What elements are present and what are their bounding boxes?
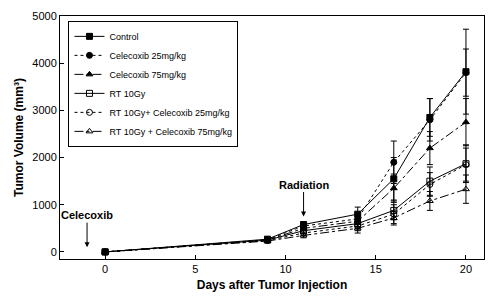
svg-text:Days after Tumor Injection: Days after Tumor Injection [197,278,347,292]
svg-text:Tumor Volume (mm³): Tumor Volume (mm³) [12,78,26,197]
svg-text:Control: Control [109,32,138,42]
svg-text:Celecoxib 25mg/kg: Celecoxib 25mg/kg [109,51,186,61]
svg-text:RT 10Gy+ Celecoxib 25mg/kg: RT 10Gy+ Celecoxib 25mg/kg [109,108,229,118]
svg-text:0: 0 [102,263,108,275]
svg-text:Radiation: Radiation [279,179,329,191]
svg-text:5000: 5000 [32,10,56,22]
svg-text:2000: 2000 [32,151,56,163]
svg-text:10: 10 [279,263,291,275]
svg-text:20: 20 [460,263,472,275]
svg-text:4000: 4000 [32,57,56,69]
svg-text:15: 15 [370,263,382,275]
svg-text:Celecoxib: Celecoxib [61,209,113,221]
svg-text:5: 5 [192,263,198,275]
svg-text:3000: 3000 [32,104,56,116]
svg-text:Celecoxib 75mg/kg: Celecoxib 75mg/kg [109,70,186,80]
svg-text:RT 10Gy: RT 10Gy [109,89,145,99]
svg-text:1000: 1000 [32,199,56,211]
svg-text:RT 10Gy + Celecoxib 75mg/kg: RT 10Gy + Celecoxib 75mg/kg [109,127,231,137]
svg-text:0: 0 [51,246,57,258]
